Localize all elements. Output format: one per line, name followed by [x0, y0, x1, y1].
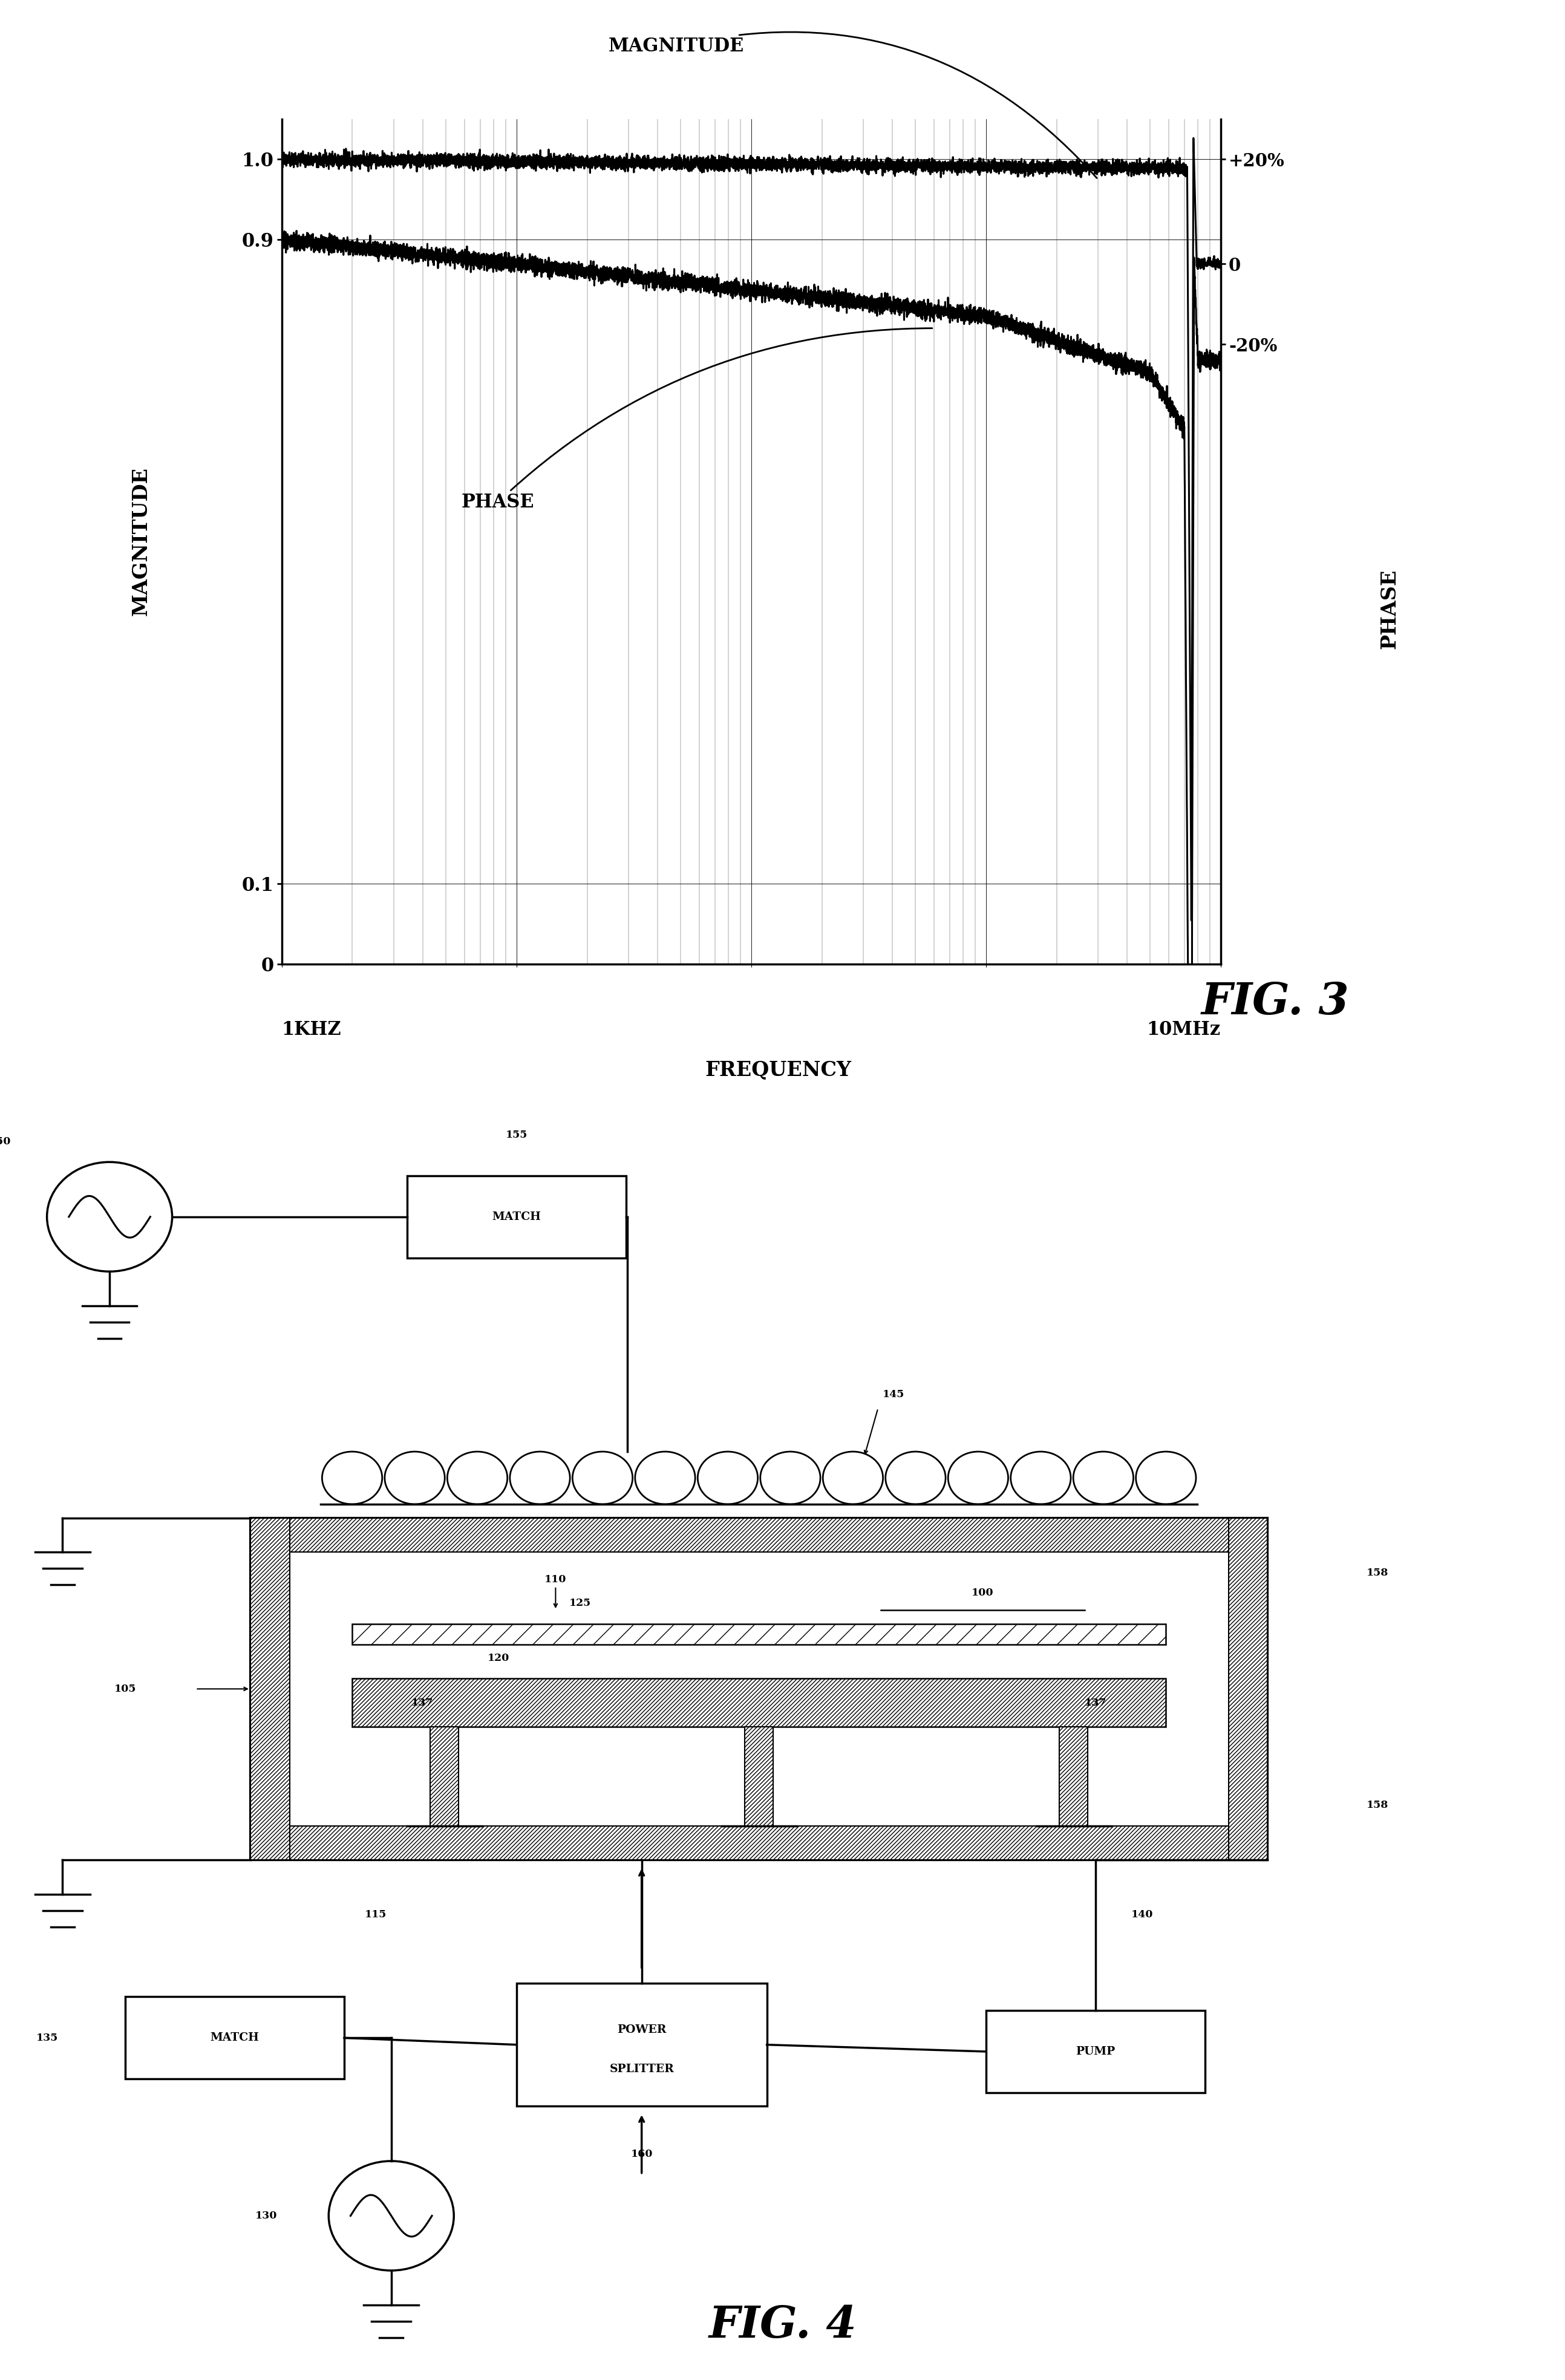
Text: 158: 158	[1366, 1799, 1388, 1811]
Text: 135: 135	[36, 2033, 58, 2042]
Bar	[745, 1726, 773, 1825]
Text: MAGNITUDE: MAGNITUDE	[609, 31, 1097, 178]
Text: 145: 145	[883, 1390, 905, 1399]
Text: 137: 137	[1085, 1697, 1106, 1709]
Bar	[352, 1623, 1166, 1645]
Text: 105: 105	[114, 1683, 136, 1695]
Bar	[250, 1518, 290, 1861]
Text: MAGNITUDE: MAGNITUDE	[131, 466, 150, 616]
Text: FREQUENCY: FREQUENCY	[704, 1061, 851, 1081]
Text: 150: 150	[0, 1135, 11, 1147]
Bar	[516, 1983, 767, 2106]
Text: 115: 115	[365, 1909, 387, 1921]
Text: FIG. 3: FIG. 3	[1202, 981, 1349, 1023]
Bar	[986, 2011, 1205, 2092]
Text: FIG. 4: FIG. 4	[709, 2304, 856, 2347]
Text: SPLITTER: SPLITTER	[609, 2063, 675, 2075]
Bar	[250, 1518, 1268, 1552]
Bar	[250, 1825, 1268, 1861]
Text: 158: 158	[1366, 1568, 1388, 1578]
Text: MATCH: MATCH	[210, 2033, 260, 2044]
Text: MATCH: MATCH	[491, 1211, 541, 1223]
Bar	[407, 1176, 626, 1257]
Text: 110: 110	[545, 1573, 567, 1585]
Text: 140: 140	[1131, 1909, 1153, 1921]
Text: PHASE: PHASE	[1380, 569, 1399, 650]
Text: 125: 125	[570, 1599, 592, 1609]
Text: 100: 100	[972, 1587, 994, 1599]
Text: 160: 160	[631, 2149, 653, 2159]
Bar	[250, 1518, 1268, 1861]
Text: PUMP: PUMP	[1075, 2047, 1116, 2056]
Text: 1KHZ: 1KHZ	[282, 1021, 341, 1040]
Text: 10MHz: 10MHz	[1147, 1021, 1221, 1040]
Bar	[1229, 1518, 1268, 1861]
Text: POWER: POWER	[617, 2025, 667, 2035]
Text: PHASE: PHASE	[462, 328, 933, 512]
Bar	[430, 1726, 459, 1825]
Text: 130: 130	[255, 2211, 277, 2221]
Text: 120: 120	[488, 1654, 510, 1664]
Bar	[352, 1678, 1166, 1726]
Text: 155: 155	[505, 1130, 527, 1140]
Bar	[1060, 1726, 1088, 1825]
Text: 137: 137	[412, 1697, 434, 1709]
Bar	[125, 1997, 344, 2080]
